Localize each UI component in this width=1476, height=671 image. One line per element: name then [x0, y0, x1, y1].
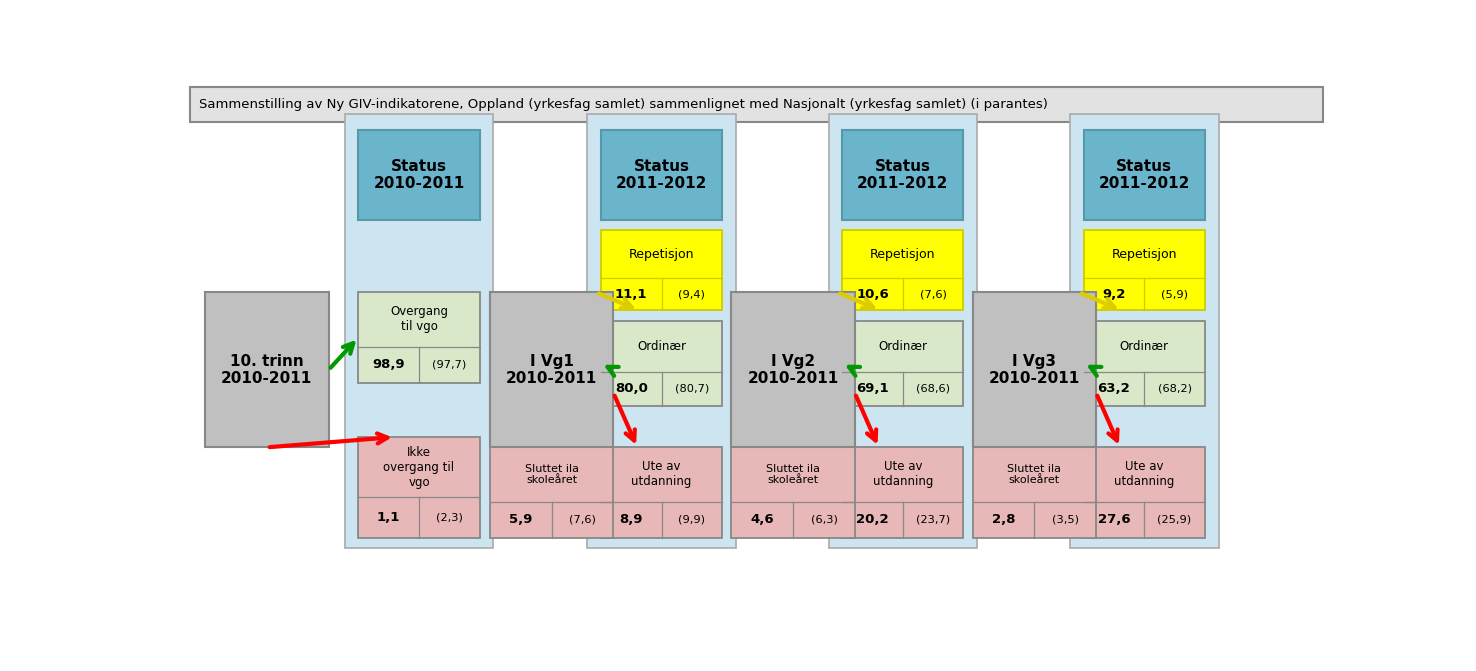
Text: 11,1: 11,1: [615, 288, 648, 301]
Text: (7,6): (7,6): [570, 515, 596, 525]
Bar: [601, 448, 722, 537]
Bar: [205, 293, 329, 448]
Bar: [843, 230, 964, 311]
Text: (68,6): (68,6): [917, 384, 951, 394]
Text: Ikke
overgang til
vgo: Ikke overgang til vgo: [384, 446, 455, 488]
Text: Overgang
til vgo: Overgang til vgo: [390, 305, 449, 333]
Text: (9,4): (9,4): [679, 289, 706, 299]
Text: (68,2): (68,2): [1157, 384, 1191, 394]
Bar: [359, 293, 480, 382]
Text: I Vg3
2010-2011: I Vg3 2010-2011: [989, 354, 1080, 386]
Bar: [843, 448, 964, 537]
Text: (2,3): (2,3): [435, 513, 463, 523]
Bar: [731, 293, 855, 448]
Bar: [359, 437, 480, 537]
Text: Sluttet ila
skoleåret: Sluttet ila skoleåret: [524, 464, 579, 485]
Bar: [601, 230, 722, 311]
Bar: [1083, 130, 1204, 220]
Text: 63,2: 63,2: [1098, 382, 1131, 395]
Text: (5,9): (5,9): [1162, 289, 1188, 299]
Text: Status
2011-2012: Status 2011-2012: [615, 158, 707, 191]
Text: 10,6: 10,6: [856, 288, 889, 301]
Bar: [345, 114, 493, 548]
Text: (7,6): (7,6): [920, 289, 946, 299]
Bar: [973, 293, 1097, 448]
Bar: [190, 87, 1322, 122]
Text: 80,0: 80,0: [615, 382, 648, 395]
Text: Sammenstilling av Ny GIV-indikatorene, Oppland (yrkesfag samlet) sammenlignet me: Sammenstilling av Ny GIV-indikatorene, O…: [199, 98, 1048, 111]
Text: (9,9): (9,9): [679, 515, 706, 525]
Text: 8,9: 8,9: [620, 513, 644, 526]
Text: (97,7): (97,7): [432, 360, 466, 370]
Text: 27,6: 27,6: [1098, 513, 1131, 526]
Text: 9,2: 9,2: [1103, 288, 1126, 301]
Bar: [1083, 230, 1204, 311]
Text: 69,1: 69,1: [856, 382, 889, 395]
Text: 20,2: 20,2: [856, 513, 889, 526]
Text: 98,9: 98,9: [372, 358, 404, 371]
Bar: [973, 448, 1097, 537]
Text: Repetisjon: Repetisjon: [1111, 248, 1176, 261]
Text: Status
2010-2011: Status 2010-2011: [373, 158, 465, 191]
Bar: [731, 448, 855, 537]
Text: Repetisjon: Repetisjon: [871, 248, 936, 261]
Text: (80,7): (80,7): [675, 384, 708, 394]
Text: 5,9: 5,9: [509, 513, 533, 526]
Text: Status
2011-2012: Status 2011-2012: [1098, 158, 1190, 191]
Text: Sluttet ila
skoleåret: Sluttet ila skoleåret: [1008, 464, 1061, 485]
Text: Status
2011-2012: Status 2011-2012: [858, 158, 949, 191]
Text: 2,8: 2,8: [992, 513, 1015, 526]
Text: Ordinær: Ordinær: [1120, 340, 1169, 353]
Text: (6,3): (6,3): [810, 515, 837, 525]
Text: I Vg1
2010-2011: I Vg1 2010-2011: [506, 354, 598, 386]
Text: Repetisjon: Repetisjon: [629, 248, 694, 261]
Text: 4,6: 4,6: [750, 513, 773, 526]
Text: Ute av
utdanning: Ute av utdanning: [1114, 460, 1175, 488]
Text: 1,1: 1,1: [376, 511, 400, 524]
Bar: [1083, 321, 1204, 406]
Bar: [490, 293, 614, 448]
Text: Ute av
utdanning: Ute av utdanning: [872, 460, 933, 488]
Text: (25,9): (25,9): [1157, 515, 1191, 525]
Bar: [601, 321, 722, 406]
Bar: [843, 321, 964, 406]
Bar: [828, 114, 977, 548]
Bar: [490, 448, 614, 537]
Bar: [843, 130, 964, 220]
Bar: [587, 114, 737, 548]
Text: I Vg2
2010-2011: I Vg2 2010-2011: [747, 354, 838, 386]
Bar: [601, 130, 722, 220]
Bar: [1070, 114, 1219, 548]
Text: 10. trinn
2010-2011: 10. trinn 2010-2011: [221, 354, 313, 386]
Text: Ordinær: Ordinær: [878, 340, 927, 353]
Bar: [1083, 448, 1204, 537]
Text: Ute av
utdanning: Ute av utdanning: [632, 460, 692, 488]
Text: Ordinær: Ordinær: [638, 340, 686, 353]
Text: Sluttet ila
skoleåret: Sluttet ila skoleåret: [766, 464, 821, 485]
Text: (23,7): (23,7): [917, 515, 951, 525]
Text: (3,5): (3,5): [1052, 515, 1079, 525]
Bar: [359, 130, 480, 220]
